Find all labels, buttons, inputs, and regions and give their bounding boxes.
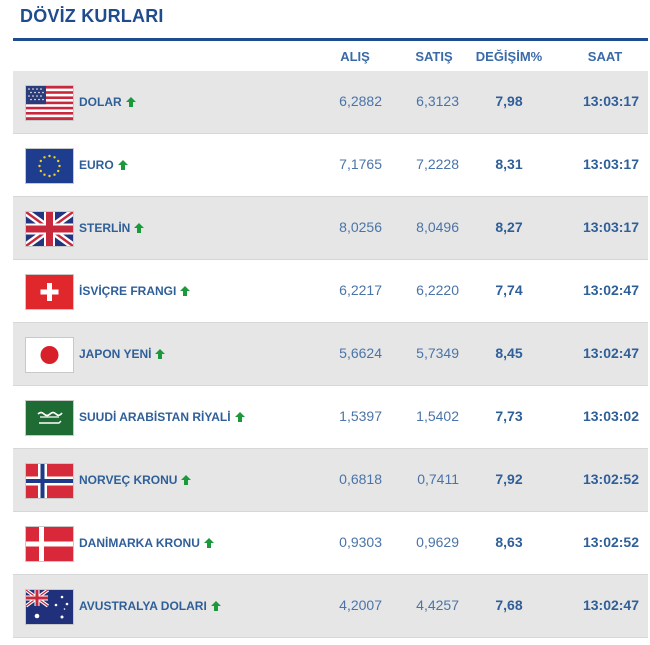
update-time: 13:03:17 — [582, 156, 639, 172]
buy-rate: 6,2217 — [339, 282, 382, 298]
buy-rate: 8,0256 — [339, 219, 382, 235]
column-header-degisim: DEĞİŞİM% — [475, 49, 543, 64]
buy-rate: 0,6818 — [339, 471, 382, 487]
currency-name[interactable]: İSVİÇRE FRANGI — [79, 284, 191, 298]
table-header: ALIŞ SATIŞ DEĞİŞİM% SAAT — [13, 41, 648, 71]
buy-rate: 0,9303 — [339, 534, 382, 550]
up-arrow-icon — [181, 475, 192, 485]
up-arrow-icon — [125, 97, 136, 107]
update-time: 13:02:47 — [582, 282, 639, 298]
table-row[interactable]: EURO 7,1765 7,2228 8,31 13:03:17 — [13, 134, 648, 197]
up-arrow-icon — [117, 160, 128, 170]
up-arrow-icon — [180, 286, 191, 296]
table-row[interactable]: İSVİÇRE FRANGI 6,2217 6,2220 7,74 13:02:… — [13, 260, 648, 323]
currency-name[interactable]: STERLİN — [79, 221, 145, 235]
currency-table: DOLAR 6,2882 6,3123 7,98 13:03:17 — [13, 71, 648, 638]
table-row[interactable]: DANİMARKA KRONU 0,9303 0,9629 8,63 13:02… — [13, 512, 648, 575]
buy-rate: 7,1765 — [339, 156, 382, 172]
change-percent: 8,63 — [495, 534, 523, 550]
norway-flag-icon — [26, 464, 73, 498]
buy-rate: 4,2007 — [339, 597, 382, 613]
table-row[interactable]: NORVEÇ KRONU 0,6818 0,7411 7,92 13:02:52 — [13, 449, 648, 512]
eu-flag-icon — [26, 149, 73, 183]
change-percent: 7,98 — [495, 93, 523, 109]
change-percent: 7,92 — [495, 471, 523, 487]
us-flag-icon — [26, 86, 73, 120]
uk-flag-icon — [26, 212, 73, 246]
change-percent: 7,68 — [495, 597, 523, 613]
up-arrow-icon — [134, 223, 145, 233]
sell-rate: 6,2220 — [416, 282, 459, 298]
currency-name[interactable]: NORVEÇ KRONU — [79, 473, 192, 487]
up-arrow-icon — [203, 538, 214, 548]
sell-rate: 0,7411 — [417, 471, 459, 487]
change-percent: 8,31 — [495, 156, 523, 172]
denmark-flag-icon — [26, 527, 73, 561]
update-time: 13:03:17 — [582, 93, 639, 109]
column-header-saat: SAAT — [587, 49, 623, 64]
table-row[interactable]: JAPON YENİ 5,6624 5,7349 8,45 13:02:47 — [13, 323, 648, 386]
table-row[interactable]: STERLİN 8,0256 8,0496 8,27 13:03:17 — [13, 197, 648, 260]
sell-rate: 8,0496 — [416, 219, 459, 235]
currency-name[interactable]: AVUSTRALYA DOLARI — [79, 599, 221, 613]
update-time: 13:02:47 — [582, 345, 639, 361]
table-row[interactable]: SUUDİ ARABİSTAN RİYALİ 1,5397 1,5402 7,7… — [13, 386, 648, 449]
update-time: 13:02:47 — [582, 597, 639, 613]
up-arrow-icon — [155, 349, 166, 359]
currency-name[interactable]: DANİMARKA KRONU — [79, 536, 214, 550]
sell-rate: 1,5402 — [416, 408, 459, 424]
sell-rate: 4,4257 — [416, 597, 459, 613]
sell-rate: 0,9629 — [416, 534, 459, 550]
sell-rate: 5,7349 — [416, 345, 459, 361]
buy-rate: 1,5397 — [339, 408, 382, 424]
change-percent: 8,27 — [495, 219, 523, 235]
column-header-satis: SATIŞ — [415, 49, 453, 64]
currency-name[interactable]: JAPON YENİ — [79, 347, 166, 361]
switzerland-flag-icon — [26, 275, 73, 309]
saudi-flag-icon — [26, 401, 73, 435]
table-row[interactable]: DOLAR 6,2882 6,3123 7,98 13:03:17 — [13, 71, 648, 134]
page-title: DÖVİZ KURLARI — [20, 6, 164, 26]
change-percent: 8,45 — [495, 345, 523, 361]
currency-name[interactable]: EURO — [79, 158, 128, 172]
change-percent: 7,74 — [495, 282, 523, 298]
up-arrow-icon — [234, 412, 245, 422]
sell-rate: 7,2228 — [416, 156, 459, 172]
update-time: 13:02:52 — [582, 471, 639, 487]
australia-flag-icon — [26, 590, 73, 624]
update-time: 13:02:52 — [582, 534, 639, 550]
currency-name[interactable]: SUUDİ ARABİSTAN RİYALİ — [79, 410, 245, 424]
buy-rate: 5,6624 — [339, 345, 382, 361]
table-row[interactable]: AVUSTRALYA DOLARI 4,2007 4,4257 7,68 13:… — [13, 575, 648, 638]
title-divider — [13, 38, 648, 41]
up-arrow-icon — [210, 601, 221, 611]
update-time: 13:03:02 — [582, 408, 639, 424]
currency-name[interactable]: DOLAR — [79, 95, 136, 109]
japan-flag-icon — [26, 338, 73, 372]
buy-rate: 6,2882 — [339, 93, 382, 109]
column-header-alis: ALIŞ — [340, 49, 370, 64]
sell-rate: 6,3123 — [416, 93, 459, 109]
change-percent: 7,73 — [495, 408, 523, 424]
update-time: 13:03:17 — [582, 219, 639, 235]
